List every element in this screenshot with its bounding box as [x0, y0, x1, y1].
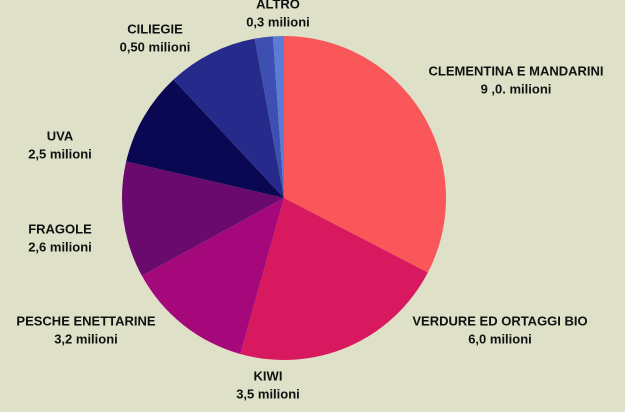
- slice-label: FRAGOLE: [28, 221, 92, 236]
- slice-label: PESCHE ENETTARINE: [16, 313, 155, 328]
- value-label: 9 ,0. milioni: [481, 81, 552, 96]
- slice-label: UVA: [47, 128, 74, 143]
- value-label: 0,3 milioni: [246, 14, 310, 29]
- pie-slice: [240, 198, 428, 360]
- pie-slice: [284, 36, 446, 273]
- slice-label: VERDURE ED ORTAGGI BIO: [412, 313, 587, 328]
- value-label: 2,6 milioni: [28, 239, 92, 254]
- value-label: 3,5 milioni: [236, 386, 300, 401]
- slice-label: CLEMENTINA E MANDARINI: [428, 63, 603, 78]
- value-label: 2,5 milioni: [28, 146, 92, 161]
- pie-slice: [126, 79, 284, 198]
- value-label: 3,2 milioni: [54, 331, 118, 346]
- slice-label: ALTRO: [256, 0, 300, 11]
- pie-slice: [173, 38, 284, 199]
- pie-slice: [254, 36, 284, 199]
- value-label: 6,0 milioni: [468, 331, 532, 346]
- pie-slice: [272, 36, 284, 198]
- value-label: 0,50 milioni: [120, 39, 191, 54]
- pie-slice: [121, 161, 284, 276]
- slice-label: CILIEGIE: [127, 21, 183, 36]
- slice-label: KIWI: [254, 368, 283, 383]
- pie-slice: [141, 198, 284, 354]
